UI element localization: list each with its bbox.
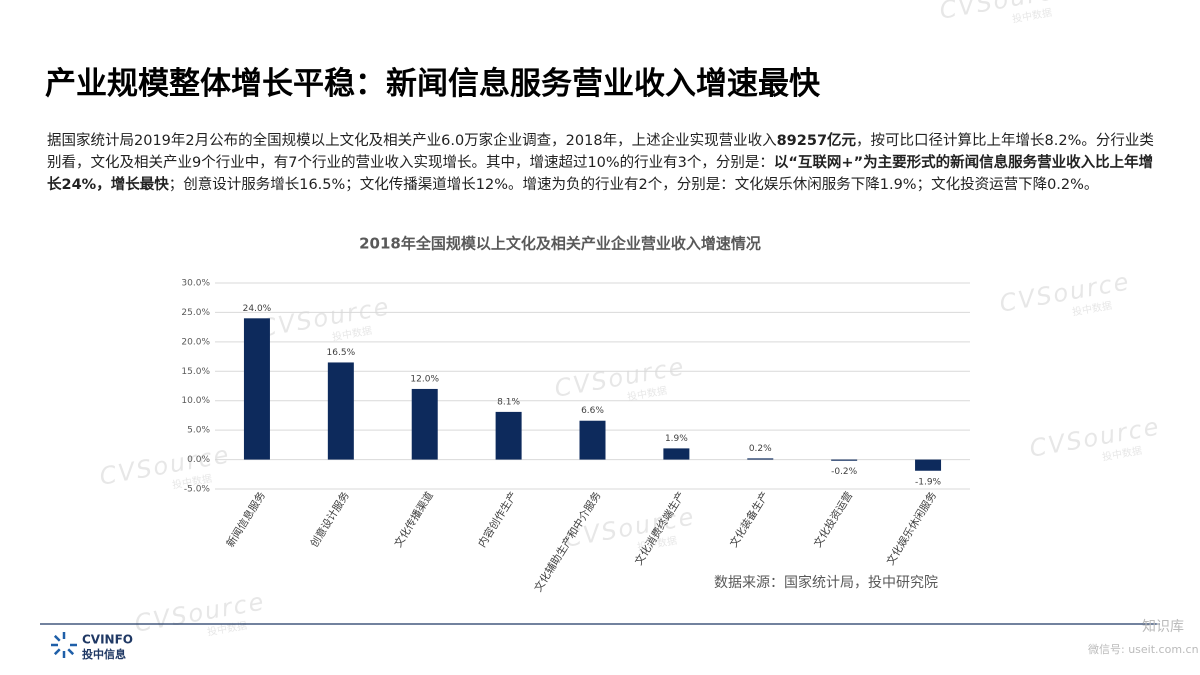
badge-name: 知识库 — [1142, 618, 1184, 635]
logo-name: CVINFO — [82, 633, 133, 647]
slide-title: 产业规模整体增长平稳：新闻信息服务营业收入增速最快 — [45, 66, 820, 102]
x-tick-label: 文化传播渠道 — [391, 489, 436, 550]
watermark-brand: CVSource — [937, 0, 1072, 25]
paragraph-segment: 以“互联网+”为主要形式的新闻信息服务营业收入比上年增长24%，增长最快 — [47, 155, 1154, 193]
bar — [327, 362, 354, 460]
data-label: 24.0% — [243, 304, 272, 314]
y-tick-label: 20.0% — [181, 337, 210, 347]
x-tick-label: 内容创作生产 — [475, 489, 519, 549]
x-tick-label: 文化投资运营 — [811, 489, 855, 549]
bar — [747, 458, 774, 460]
bar — [915, 459, 942, 471]
logo-ray — [53, 634, 61, 642]
source: 数据来源：国家统计局，投中研究院 — [714, 574, 938, 591]
paragraph: 据国家统计局2019年2月公布的全国规模以上文化及相关产业6.0万家企业调查，2… — [47, 130, 1157, 196]
logo-ray — [53, 648, 61, 656]
data-label: 8.1% — [497, 397, 520, 407]
data-label: -0.2% — [831, 467, 858, 477]
paragraph-segment: ，按可比口径计算比上年增长8.2%。分行业类别看，文化及相关产业9个行业中，有7… — [47, 133, 1154, 171]
bar — [579, 420, 606, 460]
x-tick-label: 新闻信息服务 — [224, 489, 269, 550]
bar — [411, 388, 438, 460]
x-tick-label: 创意设计服务 — [308, 489, 353, 550]
bar — [495, 411, 522, 460]
y-tick-label: 5.0% — [187, 426, 210, 436]
bar — [831, 459, 858, 461]
data-label: 1.9% — [665, 434, 688, 444]
y-tick-label: -5.0% — [184, 485, 211, 495]
bar — [243, 318, 270, 460]
y-tick-label: 25.0% — [181, 308, 210, 318]
paragraph-segment: ；创意设计服务增长16.5%；文化传播渠道增长12%。增速为负的行业有2个，分别… — [168, 177, 1099, 193]
data-label: 12.0% — [410, 374, 439, 384]
y-tick-label: 15.0% — [181, 367, 210, 377]
logo-ray — [67, 648, 75, 656]
chart-title: 2018年全国规模以上文化及相关产业企业营业收入增速情况 — [359, 235, 761, 253]
badge-sub: 微信号: useit.com.cn — [1088, 642, 1199, 656]
x-tick-label: 文化娱乐休闲服务 — [884, 489, 940, 568]
data-label: 6.6% — [581, 406, 604, 416]
bar — [663, 448, 690, 460]
logo-sub: 投中信息 — [82, 647, 126, 661]
y-tick-label: 10.0% — [181, 396, 210, 406]
paragraph-segment: 89257亿元 — [776, 133, 857, 149]
y-tick-label: 30.0% — [181, 279, 210, 289]
data-label: -1.9% — [915, 477, 942, 487]
x-tick-label: 文化装备生产 — [727, 489, 771, 549]
data-label: 0.2% — [749, 444, 772, 454]
data-label: 16.5% — [327, 348, 356, 358]
paragraph-segment: 据国家统计局2019年2月公布的全国规模以上文化及相关产业6.0万家企业调查，2… — [47, 133, 777, 149]
y-tick-label: 0.0% — [187, 455, 210, 465]
